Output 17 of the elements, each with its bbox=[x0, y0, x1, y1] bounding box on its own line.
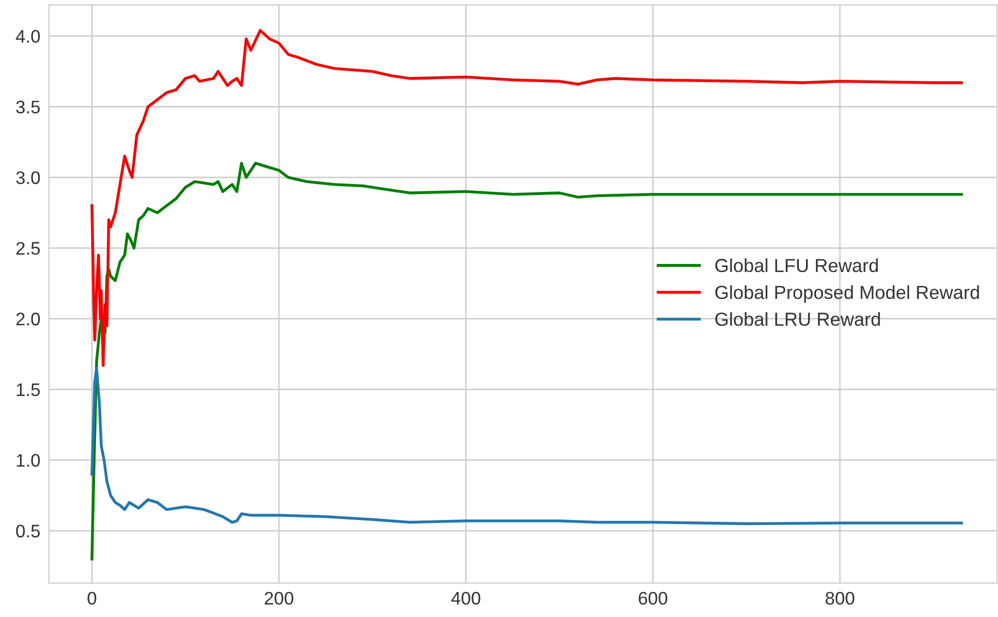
x-tick-label: 800 bbox=[826, 592, 854, 605]
legend-label: Global Proposed Model Reward bbox=[715, 285, 979, 303]
x-tick-label: 400 bbox=[451, 592, 480, 605]
legend-label: Global LFU Reward bbox=[715, 258, 878, 272]
x-tick-label: 600 bbox=[638, 592, 668, 605]
y-tick-label: 4.0 bbox=[16, 30, 40, 43]
y-tick-label: 0.5 bbox=[16, 524, 40, 538]
y-tick-label: 3.5 bbox=[16, 100, 40, 114]
legend-label: Global LRU Reward bbox=[715, 312, 880, 326]
x-tick-label: 0 bbox=[88, 592, 96, 605]
line-series bbox=[90, 366, 963, 526]
y-tick-label: 1.0 bbox=[16, 454, 40, 467]
y-tick-label: 2.5 bbox=[16, 242, 40, 255]
y-tick-label: 1.5 bbox=[16, 384, 40, 396]
y-tick-label: 2.0 bbox=[16, 312, 40, 326]
x-tick-label: 200 bbox=[264, 592, 294, 605]
y-tick-label: 3.0 bbox=[16, 171, 40, 184]
